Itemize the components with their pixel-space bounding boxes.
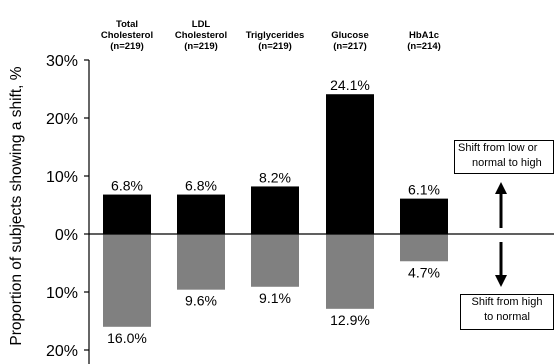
category-label: (n=219) — [184, 41, 218, 52]
category-label: Cholesterol — [175, 30, 227, 41]
bar-down — [103, 234, 151, 327]
category-label: (n=214) — [407, 41, 441, 52]
data-label-up: 6.8% — [185, 178, 217, 194]
y-tick-label: 10% — [46, 285, 78, 302]
data-label-up: 24.1% — [330, 77, 370, 93]
y-tick-label: 20% — [46, 343, 78, 360]
up-arrow-head — [495, 182, 507, 194]
y-axis-title: Proportion of subjects showing a shift, … — [8, 66, 25, 345]
data-label-down: 12.9% — [330, 312, 370, 328]
category-label: HbA1c — [409, 30, 439, 41]
data-label-up: 6.8% — [111, 178, 143, 194]
bar-down — [177, 234, 225, 290]
down-arrow-head — [495, 275, 507, 287]
bar-up — [326, 94, 374, 234]
bar-up — [177, 194, 225, 234]
bar-up — [103, 194, 151, 234]
shift-down-note: Shift from high to normal — [460, 294, 554, 330]
shift-down-note-line-2: to normal — [484, 311, 530, 323]
data-label-down: 9.1% — [259, 290, 291, 306]
category-label: LDL — [192, 19, 211, 30]
data-label-up: 6.1% — [408, 182, 440, 198]
category-label: (n=219) — [110, 41, 144, 52]
y-tick-label: 0% — [55, 227, 78, 244]
bar-up — [400, 198, 448, 234]
data-label-down: 9.6% — [185, 293, 217, 309]
data-label-down: 16.0% — [107, 330, 147, 346]
data-label-up: 8.2% — [259, 169, 291, 185]
bar-down — [326, 234, 374, 309]
category-label: (n=219) — [258, 41, 292, 52]
y-tick-label: 10% — [46, 169, 78, 186]
y-tick-label: 20% — [46, 111, 78, 128]
data-label-down: 4.7% — [408, 264, 440, 280]
category-label: Total — [116, 19, 138, 30]
category-label: Cholesterol — [101, 30, 153, 41]
bar-down — [251, 234, 299, 287]
shift-up-note-line-1: Shift from low or — [458, 142, 538, 154]
bar-up — [251, 186, 299, 234]
shift-down-note-line-1: Shift from high — [471, 296, 543, 308]
y-tick-label: 30% — [46, 53, 78, 70]
category-label: Glucose — [331, 30, 369, 41]
category-label: Triglycerides — [246, 30, 305, 41]
shift-up-note: Shift from low or normal to high — [454, 140, 554, 174]
shift-up-note-line-2: normal to high — [472, 157, 542, 169]
category-label: (n=217) — [333, 41, 367, 52]
bar-down — [400, 234, 448, 262]
